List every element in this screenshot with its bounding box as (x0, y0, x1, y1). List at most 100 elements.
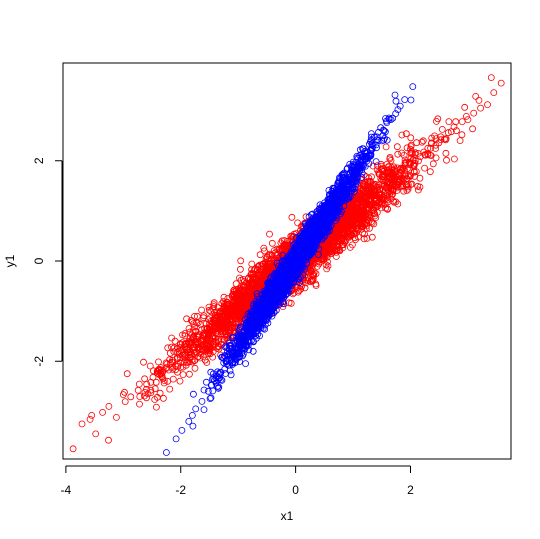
series-0-point (105, 436, 112, 444)
series-0-point (121, 398, 129, 406)
series-0-point (218, 335, 226, 343)
series-0-point (260, 247, 268, 255)
series-0-point (206, 324, 214, 332)
series-0-point (152, 403, 160, 411)
series-0-point (178, 339, 186, 347)
series-0-point (401, 159, 409, 167)
series-0-point (156, 389, 164, 397)
series-0-point (143, 394, 150, 402)
series-0-point (236, 274, 243, 282)
series-0-point (191, 364, 199, 372)
series-0-point (394, 150, 402, 158)
series-0-point (324, 262, 332, 270)
series-0-point (198, 306, 206, 314)
series-0-point (487, 74, 495, 81)
series-0-point (445, 118, 453, 125)
series-0-point (472, 93, 480, 100)
series-0-point (170, 344, 178, 352)
series-0-point (424, 144, 432, 152)
series-0-point (197, 320, 204, 328)
series-0-point (368, 219, 376, 227)
series-0-point (164, 344, 172, 352)
points-layer (69, 74, 505, 456)
series-0-point (429, 160, 437, 168)
series-0-point (153, 369, 161, 377)
series-0-point (237, 276, 245, 284)
series-0-point (160, 377, 168, 384)
series-0-point (193, 319, 201, 327)
series-0-point (181, 330, 189, 337)
series-0-point (152, 378, 160, 386)
series-0-point (169, 375, 177, 383)
series-0-point (322, 261, 330, 269)
series-0-point (443, 156, 450, 164)
series-0-point (426, 168, 434, 176)
series-0-point (193, 312, 201, 320)
series-0-point (412, 168, 420, 176)
series-0-point (199, 353, 207, 360)
series-0-point (181, 332, 189, 340)
series-0-point (207, 307, 215, 315)
series-0-point (348, 241, 356, 249)
series-0-point (266, 250, 274, 258)
series-0-point (256, 251, 264, 259)
series-0-point (450, 155, 458, 163)
series-0-point (438, 125, 446, 133)
series-0-point (393, 187, 401, 194)
series-0-point (136, 400, 143, 408)
series-0-point (414, 186, 422, 194)
series-0-point (248, 260, 256, 268)
series-0-point (434, 115, 442, 123)
series-0-point (162, 365, 170, 373)
series-0-point (236, 265, 244, 273)
series-0-point (407, 134, 415, 142)
series-0-point (160, 379, 168, 387)
series-0-point (346, 243, 354, 251)
series-0-point (260, 244, 268, 252)
series-0-point (394, 200, 402, 208)
series-0-point (277, 247, 284, 255)
series-0-point (365, 174, 373, 182)
series-0-point (404, 185, 412, 193)
series-0-point (202, 320, 210, 328)
series-0-point (179, 363, 187, 371)
series-0-point (419, 137, 427, 145)
series-0-point (367, 218, 375, 226)
series-0-point (237, 257, 245, 265)
series-0-point (421, 164, 429, 172)
series-0-point (220, 293, 228, 301)
series-0-point (155, 358, 162, 366)
series-0-point (392, 198, 400, 206)
series-0-point (418, 138, 426, 146)
series-0-point (368, 233, 376, 241)
series-0-point (398, 149, 406, 157)
series-0-point (400, 187, 408, 195)
series-0-point (146, 362, 154, 370)
series-0-point (469, 125, 477, 133)
series-0-point (458, 131, 466, 139)
series-0-point (266, 230, 273, 238)
series-0-point (168, 334, 176, 342)
series-0-point (123, 370, 131, 378)
series-0-point (432, 145, 440, 152)
series-0-point (444, 129, 452, 137)
series-0-point (280, 237, 288, 244)
series-0-point (166, 360, 174, 368)
series-0-point (151, 385, 159, 393)
series-0-point (200, 312, 208, 320)
series-0-point (136, 393, 144, 400)
series-0-point (176, 377, 184, 385)
series-0-point (180, 358, 188, 366)
series-0-point (313, 262, 321, 270)
series-0-point (407, 154, 415, 162)
series-0-point (354, 233, 362, 241)
series-0-point (294, 219, 302, 227)
series-0-point (475, 97, 483, 104)
series-0-point (147, 389, 155, 397)
series-0-point (411, 172, 419, 180)
series-0-point (456, 137, 464, 145)
series-0-point (461, 103, 469, 111)
series-0-point (462, 113, 470, 120)
series-0-point (372, 214, 380, 222)
